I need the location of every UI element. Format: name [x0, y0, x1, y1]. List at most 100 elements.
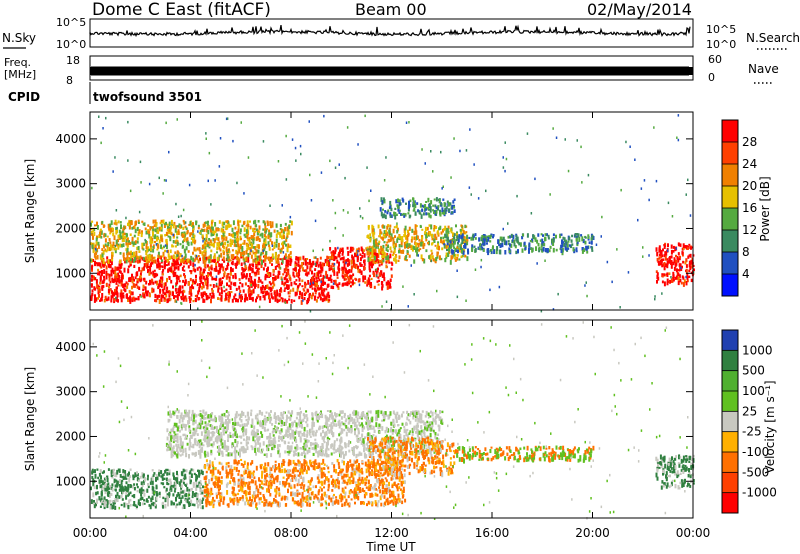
data-cell — [286, 286, 289, 290]
data-cell — [118, 484, 121, 487]
data-cell — [146, 488, 149, 493]
data-cell — [155, 243, 158, 246]
data-cell — [384, 214, 387, 220]
data-cell — [396, 227, 399, 232]
data-cell — [404, 213, 407, 217]
data-cell — [242, 464, 245, 468]
data-cell — [182, 468, 185, 473]
data-cell — [439, 212, 442, 216]
data-cell — [250, 254, 253, 259]
data-cell — [421, 235, 423, 239]
data-cell — [155, 273, 158, 277]
data-cell — [218, 165, 221, 168]
data-cell — [203, 256, 206, 260]
data-cell — [192, 238, 194, 244]
data-cell — [162, 268, 165, 272]
data-cell — [334, 248, 337, 252]
data-cell — [261, 286, 264, 291]
data-cell — [203, 269, 206, 272]
data-cell — [119, 292, 122, 298]
data-cell — [133, 252, 136, 258]
data-cell — [218, 292, 221, 296]
data-cell — [174, 480, 177, 486]
data-cell — [94, 248, 97, 251]
data-cell — [162, 289, 165, 294]
data-cell — [212, 256, 215, 259]
data-cell — [195, 493, 198, 497]
data-cell — [315, 261, 318, 266]
data-cell — [381, 200, 384, 204]
data-cell — [451, 239, 454, 242]
data-cell — [316, 285, 319, 290]
data-cell — [139, 274, 142, 279]
data-cell — [552, 233, 555, 237]
data-cell — [601, 215, 603, 219]
data-cell — [173, 266, 176, 271]
data-cell — [398, 199, 401, 205]
data-cell — [106, 503, 109, 509]
colorbar-swatch — [722, 120, 738, 143]
data-cell — [167, 268, 170, 273]
data-cell — [383, 241, 386, 244]
data-cell — [92, 235, 94, 240]
data-cell — [406, 235, 409, 241]
data-cell — [128, 242, 130, 245]
data-cell — [143, 489, 146, 492]
data-cell — [341, 274, 344, 278]
data-cell — [325, 270, 328, 276]
data-cell — [654, 295, 656, 298]
data-cell — [262, 294, 265, 298]
data-cell — [104, 295, 107, 298]
data-cell — [473, 245, 476, 248]
data-cell — [464, 242, 466, 247]
data-cell — [235, 264, 238, 269]
data-cell — [125, 491, 128, 496]
data-cell — [185, 260, 188, 263]
freq-label-line2: [MHz] — [4, 68, 36, 81]
data-cell — [315, 299, 318, 303]
data-cell — [169, 298, 172, 301]
data-cell — [192, 257, 195, 262]
data-cell — [270, 232, 273, 237]
data-cell — [336, 459, 339, 463]
data-cell — [218, 461, 221, 465]
data-cell — [386, 225, 389, 230]
data-cell — [182, 208, 185, 212]
data-cell — [168, 469, 171, 474]
data-cell — [561, 239, 563, 245]
data-cell — [655, 247, 658, 252]
data-cell — [178, 481, 181, 486]
data-cell — [278, 231, 281, 235]
y-tick-label: 3000 — [55, 177, 86, 191]
data-cell — [410, 264, 412, 267]
data-cell — [329, 159, 331, 163]
data-cell — [157, 258, 159, 263]
data-cell — [101, 471, 104, 474]
data-cell — [185, 297, 188, 302]
data-cell — [148, 182, 151, 186]
data-cell — [670, 276, 672, 279]
data-cell — [227, 263, 230, 266]
data-cell — [444, 233, 446, 238]
data-cell — [453, 209, 456, 213]
data-cell — [332, 252, 335, 258]
data-cell — [208, 151, 211, 155]
data-cell — [453, 239, 456, 244]
data-cell — [119, 259, 122, 264]
data-cell — [204, 252, 207, 257]
data-cell — [403, 473, 406, 478]
data-cell — [504, 240, 506, 245]
data-cell — [686, 276, 689, 281]
data-cell — [358, 469, 361, 473]
data-cell — [162, 192, 164, 195]
data-cell — [234, 282, 237, 287]
data-cell — [543, 243, 546, 247]
data-cell — [283, 235, 285, 239]
data-cell — [643, 179, 646, 182]
data-cell — [243, 275, 246, 278]
data-cell — [513, 242, 516, 247]
data-cell — [131, 280, 134, 284]
data-cell — [204, 242, 207, 245]
data-cell — [268, 475, 271, 478]
data-cell — [119, 474, 122, 478]
